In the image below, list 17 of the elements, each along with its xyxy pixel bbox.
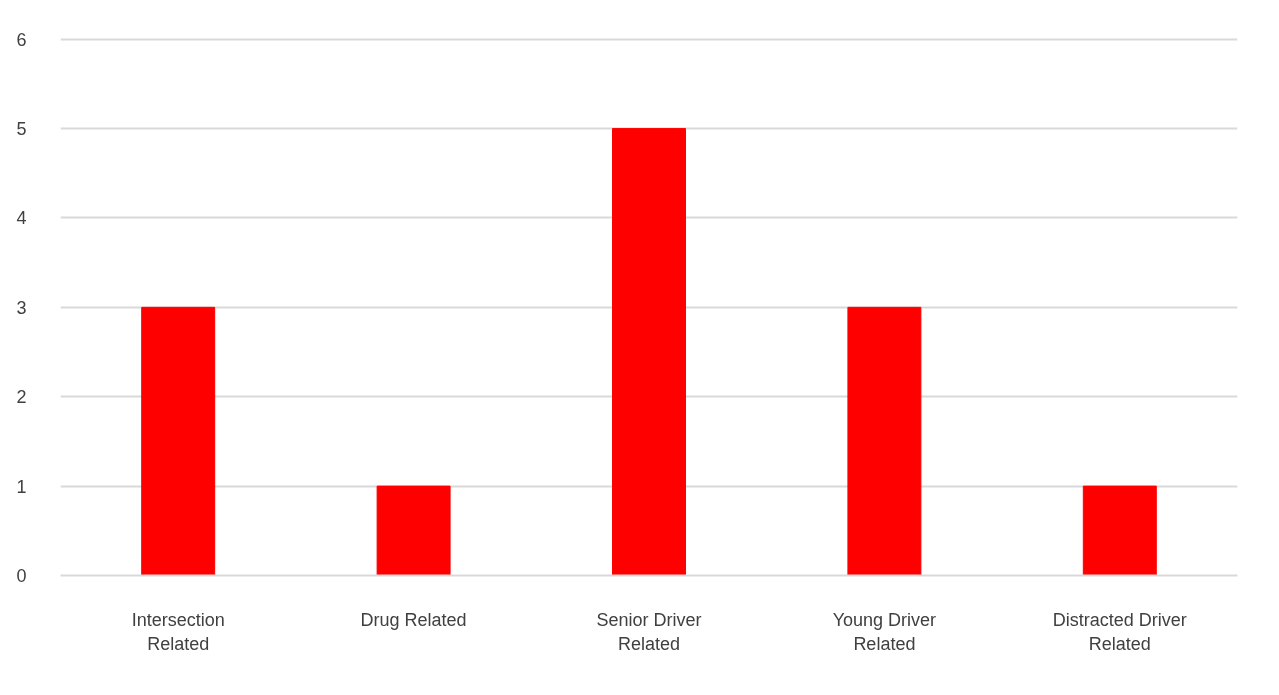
x-tick-label: Distracted Driver Related	[1052, 609, 1187, 654]
x-tick-label: Senior Driver Related	[596, 609, 702, 654]
bar	[612, 128, 686, 576]
bar	[1082, 485, 1157, 576]
y-tick-label: 1	[16, 476, 27, 497]
x-tick-label: Drug Related	[360, 609, 467, 630]
bar	[376, 485, 451, 576]
y-tick-label: 5	[16, 119, 27, 140]
y-tick-label: 0	[16, 566, 27, 586]
x-tick-label: Intersection Related	[131, 609, 225, 654]
y-tick-label: 3	[16, 297, 27, 318]
y-tick-label: 4	[16, 208, 27, 229]
bar	[847, 306, 922, 576]
y-tick-label: 6	[16, 29, 27, 50]
y-tick-label: 2	[16, 387, 27, 408]
x-tick-label: Young Driver Related	[832, 609, 937, 654]
bar	[141, 306, 216, 576]
